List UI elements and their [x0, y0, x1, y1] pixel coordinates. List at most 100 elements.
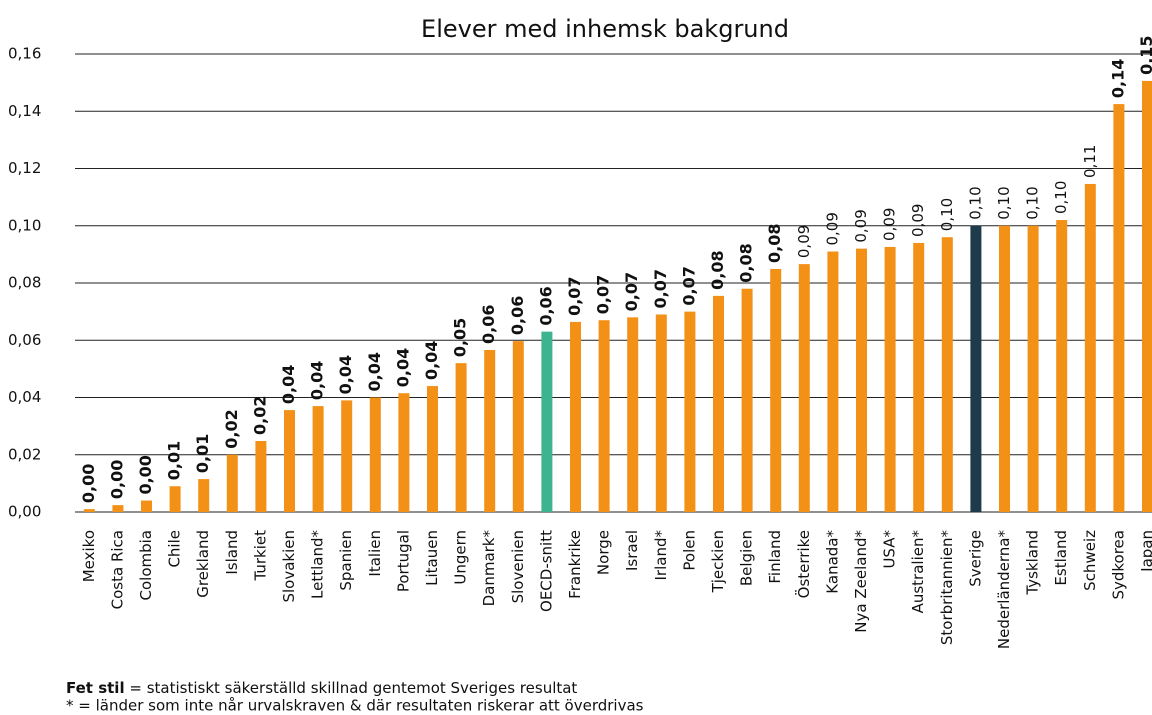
x-tick-label: Frankrike — [566, 530, 584, 599]
x-tick-label: Turkiet — [251, 530, 269, 582]
bar — [798, 264, 810, 512]
y-tick-label: 0,02 — [8, 445, 41, 463]
bar — [512, 341, 524, 512]
bar — [1084, 183, 1096, 512]
footnote-text: = statistiskt säkerställd skillnad gente… — [125, 679, 578, 697]
value-label: 0,09 — [881, 208, 899, 241]
value-label: 0,06 — [536, 286, 555, 325]
bar — [427, 386, 438, 512]
value-label: 0,00 — [79, 464, 98, 503]
bar — [741, 288, 753, 512]
x-tick-label: Spanien — [337, 530, 355, 591]
x-tick-label: Israel — [623, 530, 641, 571]
bar — [913, 242, 925, 513]
bar — [655, 314, 667, 512]
value-label: 0,08 — [737, 243, 756, 282]
x-tick-label: Sverige — [966, 530, 984, 587]
bar — [312, 406, 324, 512]
value-label: 0,14 — [1108, 59, 1127, 98]
x-tick-label: Australien* — [909, 530, 927, 614]
value-label: 0,09 — [823, 212, 841, 245]
bar — [226, 454, 238, 512]
bar — [369, 397, 381, 512]
value-label: 0,04 — [336, 355, 355, 394]
x-tick-label: Danmark* — [480, 530, 498, 607]
bar — [684, 311, 696, 512]
x-tick-label: Norge — [595, 530, 613, 575]
bar — [169, 486, 181, 512]
bar — [484, 349, 496, 512]
value-label: 0,04 — [365, 352, 384, 391]
y-tick-label: 0,04 — [8, 388, 41, 406]
bar — [541, 331, 553, 512]
bar — [198, 479, 210, 512]
x-tick-label: Storbritannien* — [938, 530, 956, 646]
value-label: 0,06 — [479, 304, 498, 343]
value-label: 0,00 — [136, 455, 155, 494]
x-tick-label: Litauen — [423, 530, 441, 586]
value-label: 0,04 — [393, 348, 412, 387]
bar — [598, 320, 610, 512]
x-tick-label: Nederländerna* — [995, 530, 1013, 650]
x-tick-label: Sydkorea — [1109, 530, 1127, 600]
x-tick-label: Nya Zeeland* — [852, 530, 870, 633]
value-label: 0,07 — [651, 269, 670, 308]
x-tick-label: Italien — [366, 530, 384, 577]
bar — [255, 441, 267, 512]
bar — [112, 505, 124, 512]
x-tick-label: Slovakien — [280, 530, 298, 603]
bar — [1113, 104, 1125, 512]
value-label: 0,11 — [1081, 145, 1099, 178]
x-tick-label: Irland* — [652, 530, 670, 581]
x-tick-label: Tyskland — [1024, 530, 1042, 596]
value-label: 0,10 — [938, 198, 956, 231]
value-label: 0,05 — [451, 318, 470, 357]
bar — [713, 295, 724, 512]
y-tick-label: 0,06 — [8, 331, 41, 349]
bar — [141, 500, 152, 512]
value-label: 0,10 — [1024, 186, 1042, 219]
bar — [284, 410, 295, 512]
x-tick-label: Japan — [1138, 530, 1152, 573]
value-label: 0,10 — [995, 186, 1013, 219]
value-label: 0,10 — [966, 186, 984, 219]
value-label: 0,07 — [594, 275, 613, 314]
bar — [999, 225, 1010, 512]
x-tick-label: Slovenien — [509, 530, 527, 603]
y-tick-label: 0,00 — [8, 503, 41, 521]
value-label: 0,08 — [765, 223, 784, 262]
x-tick-label: Colombia — [137, 530, 155, 601]
bar — [827, 251, 839, 512]
value-label: 0,01 — [165, 441, 184, 480]
footnote-bold: Fet stil — [66, 679, 125, 697]
bar — [83, 509, 95, 512]
y-tick-label: 0,10 — [8, 216, 41, 234]
value-label: 0,07 — [565, 276, 584, 315]
value-label: 0,08 — [708, 250, 727, 289]
x-tick-label: Kanada* — [823, 530, 841, 594]
bar — [398, 393, 410, 512]
y-tick-label: 0,12 — [8, 159, 41, 177]
value-label: 0,09 — [852, 209, 870, 242]
value-label: 0,00 — [107, 460, 126, 499]
x-tick-label: USA* — [881, 530, 899, 569]
x-tick-label: Ungern — [452, 530, 470, 585]
bar — [1142, 80, 1152, 512]
bar — [884, 246, 896, 512]
x-tick-label: Tjeckien — [709, 530, 727, 593]
footnote: Fet stil = statistiskt säkerställd skill… — [66, 679, 577, 697]
value-label: 0,10 — [1052, 181, 1070, 214]
x-tick-label: Polen — [680, 530, 698, 571]
bar — [770, 268, 782, 512]
x-tick-label: Belgien — [738, 530, 756, 586]
value-label: 0,02 — [250, 396, 269, 435]
bar — [856, 248, 867, 512]
x-tick-label: Schweiz — [1081, 530, 1099, 591]
y-tick-label: 0,08 — [8, 274, 41, 292]
x-tick-label: Grekland — [194, 530, 212, 598]
chart-title: Elever med inhemsk bakgrund — [421, 15, 789, 43]
value-label: 0,15 — [1137, 35, 1152, 74]
y-tick-label: 0,16 — [8, 45, 41, 63]
